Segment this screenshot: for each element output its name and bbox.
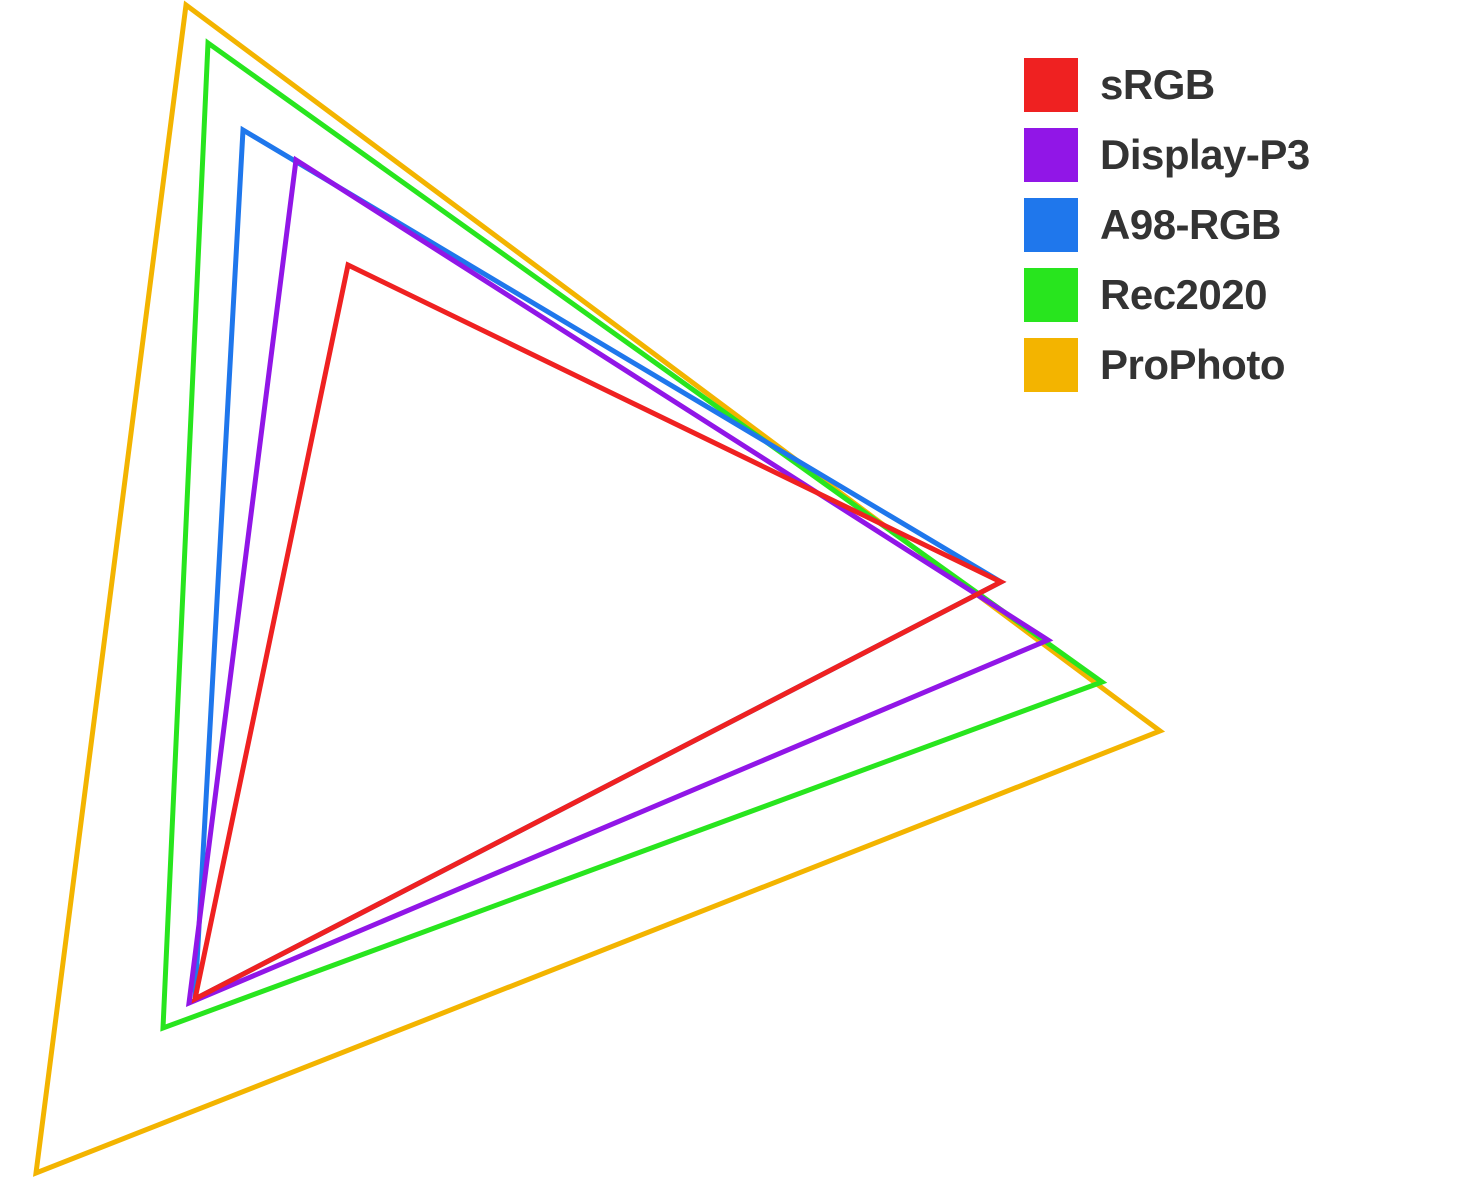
legend-row-srgb: sRGB	[1024, 58, 1310, 112]
legend-label-display-p3: Display-P3	[1100, 131, 1310, 179]
legend-swatch-a98-rgb	[1024, 198, 1078, 252]
gamut-triangle-display-p3	[189, 160, 1048, 1003]
legend-swatch-srgb	[1024, 58, 1078, 112]
gamut-triangle-rec2020	[163, 43, 1102, 1028]
legend-row-prophoto: ProPhoto	[1024, 338, 1310, 392]
legend-row-display-p3: Display-P3	[1024, 128, 1310, 182]
legend-swatch-display-p3	[1024, 128, 1078, 182]
gamut-diagram: sRGB Display-P3 A98-RGB Rec2020 ProPhoto	[0, 0, 1473, 1194]
legend-row-rec2020: Rec2020	[1024, 268, 1310, 322]
legend-label-srgb: sRGB	[1100, 61, 1215, 109]
legend: sRGB Display-P3 A98-RGB Rec2020 ProPhoto	[1024, 58, 1310, 392]
legend-label-prophoto: ProPhoto	[1100, 341, 1285, 389]
legend-label-rec2020: Rec2020	[1100, 271, 1267, 319]
gamut-triangle-srgb	[195, 265, 1001, 999]
legend-swatch-rec2020	[1024, 268, 1078, 322]
legend-row-a98-rgb: A98-RGB	[1024, 198, 1310, 252]
legend-label-a98-rgb: A98-RGB	[1100, 201, 1281, 249]
legend-swatch-prophoto	[1024, 338, 1078, 392]
